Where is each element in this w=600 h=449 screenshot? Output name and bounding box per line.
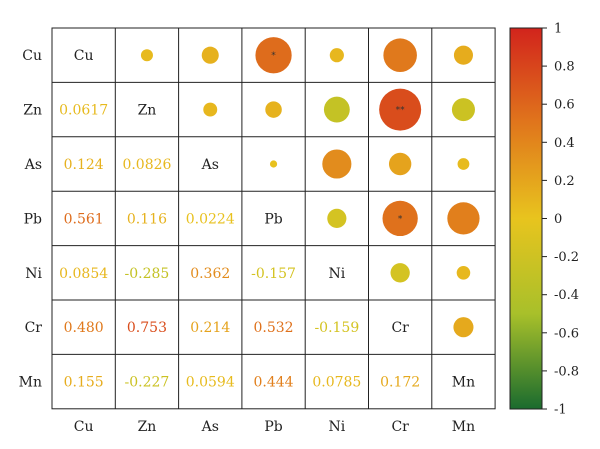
row-label: Cu: [22, 48, 42, 64]
diagonal-label: Cu: [74, 48, 94, 64]
diagonal-label: Cr: [391, 320, 409, 336]
matrix-border: [51, 27, 496, 410]
significance-marker: *: [271, 51, 276, 61]
correlation-circle: [201, 46, 219, 64]
correlation-value: 0.0785: [312, 375, 361, 391]
colorbar-gradient: [509, 27, 543, 410]
colorbar-tick-label: 0.2: [554, 174, 575, 189]
correlation-value: 0.0854: [59, 266, 108, 282]
correlation-circle: [265, 101, 282, 118]
correlation-value: 0.532: [254, 320, 294, 336]
column-label: Cu: [74, 419, 94, 435]
matrix-cells: Cu * 0.0617 Zn ** 0.124 0.0826 As 0.561 0.116 0.02…: [59, 37, 480, 391]
diagonal-label: Ni: [328, 266, 345, 282]
correlation-value: 0.155: [64, 375, 104, 391]
correlation-circle: [453, 317, 474, 338]
colorbar-tick-label: -0.6: [554, 326, 579, 341]
correlation-value: -0.227: [125, 375, 170, 391]
diagonal-label: Pb: [264, 211, 282, 227]
row-label: Ni: [25, 266, 42, 282]
correlation-circle: [327, 208, 347, 228]
correlation-circle: [379, 88, 422, 131]
correlation-value: 0.362: [190, 266, 230, 282]
correlation-circle: [383, 38, 417, 72]
correlation-circle: [447, 202, 480, 235]
row-label: Mn: [19, 375, 42, 391]
row-label: Pb: [24, 211, 42, 227]
correlation-circle: [456, 266, 471, 280]
correlation-value: 0.0826: [122, 157, 171, 173]
correlation-circle: [457, 158, 470, 170]
column-label: Pb: [264, 419, 282, 435]
column-label: Cr: [391, 419, 409, 435]
diagonal-label: Mn: [452, 375, 475, 391]
colorbar-tick-label: -0.4: [554, 288, 579, 303]
diagonal-label: As: [201, 157, 219, 173]
correlation-value: -0.157: [251, 266, 296, 282]
correlation-value: 0.444: [254, 375, 294, 391]
correlation-value: 0.753: [127, 320, 167, 336]
correlation-value: 0.172: [380, 375, 420, 391]
correlation-value: 0.0224: [186, 211, 235, 227]
correlation-circle: [390, 263, 410, 283]
colorbar-tick-label: 0.6: [554, 98, 575, 113]
correlation-circle: [269, 160, 278, 168]
significance-marker: **: [396, 106, 406, 116]
correlation-value: -0.285: [125, 266, 170, 282]
correlation-value: 0.0594: [186, 375, 235, 391]
correlation-value: 0.116: [127, 211, 167, 227]
colorbar-tick-label: -0.2: [554, 250, 579, 265]
correlation-value: 0.214: [190, 320, 230, 336]
correlation-value: 0.561: [64, 211, 104, 227]
colorbar-tick-label: 0.8: [554, 60, 575, 75]
column-label: Zn: [138, 419, 157, 435]
correlation-value: 0.480: [64, 320, 104, 336]
colorbar: 1 0.8 0.6 0.4 0.2 0 -0.2 -0.4 -0.6 -0.8 -1: [509, 22, 579, 418]
correlation-value: 0.0617: [59, 103, 108, 119]
correlation-circle: [453, 45, 473, 65]
correlation-circle: [323, 96, 350, 123]
correlation-circle: [140, 49, 153, 62]
correlation-circle: [451, 98, 475, 122]
row-label: As: [24, 157, 42, 173]
column-label: Mn: [452, 419, 475, 435]
matrix-grid: [51, 27, 496, 410]
column-label: As: [201, 419, 219, 435]
colorbar-tick-label: -0.8: [554, 364, 579, 379]
colorbar-tick-label: 0.4: [554, 136, 575, 151]
correlation-circle: [322, 149, 352, 179]
correlation-value: 0.124: [64, 157, 104, 173]
axis-labels: Cu Cu Zn Zn As As Pb Pb Ni Ni Cr Cr Mn Mn: [19, 48, 475, 435]
diagonal-label: Zn: [138, 103, 157, 119]
correlation-circle: [203, 102, 218, 117]
colorbar-tick-label: -1: [554, 403, 567, 418]
correlation-value: -0.159: [314, 320, 359, 336]
correlation-circle: [329, 48, 344, 63]
column-label: Ni: [328, 419, 345, 435]
correlation-circle: [255, 37, 292, 74]
correlation-circle: [382, 200, 418, 237]
correlation-circle: [388, 152, 412, 176]
row-label: Zn: [23, 103, 42, 119]
colorbar-tick-label: 1: [554, 22, 562, 37]
significance-marker: *: [398, 214, 403, 224]
row-label: Cr: [25, 320, 43, 336]
colorbar-tick-label: 0: [554, 212, 562, 227]
